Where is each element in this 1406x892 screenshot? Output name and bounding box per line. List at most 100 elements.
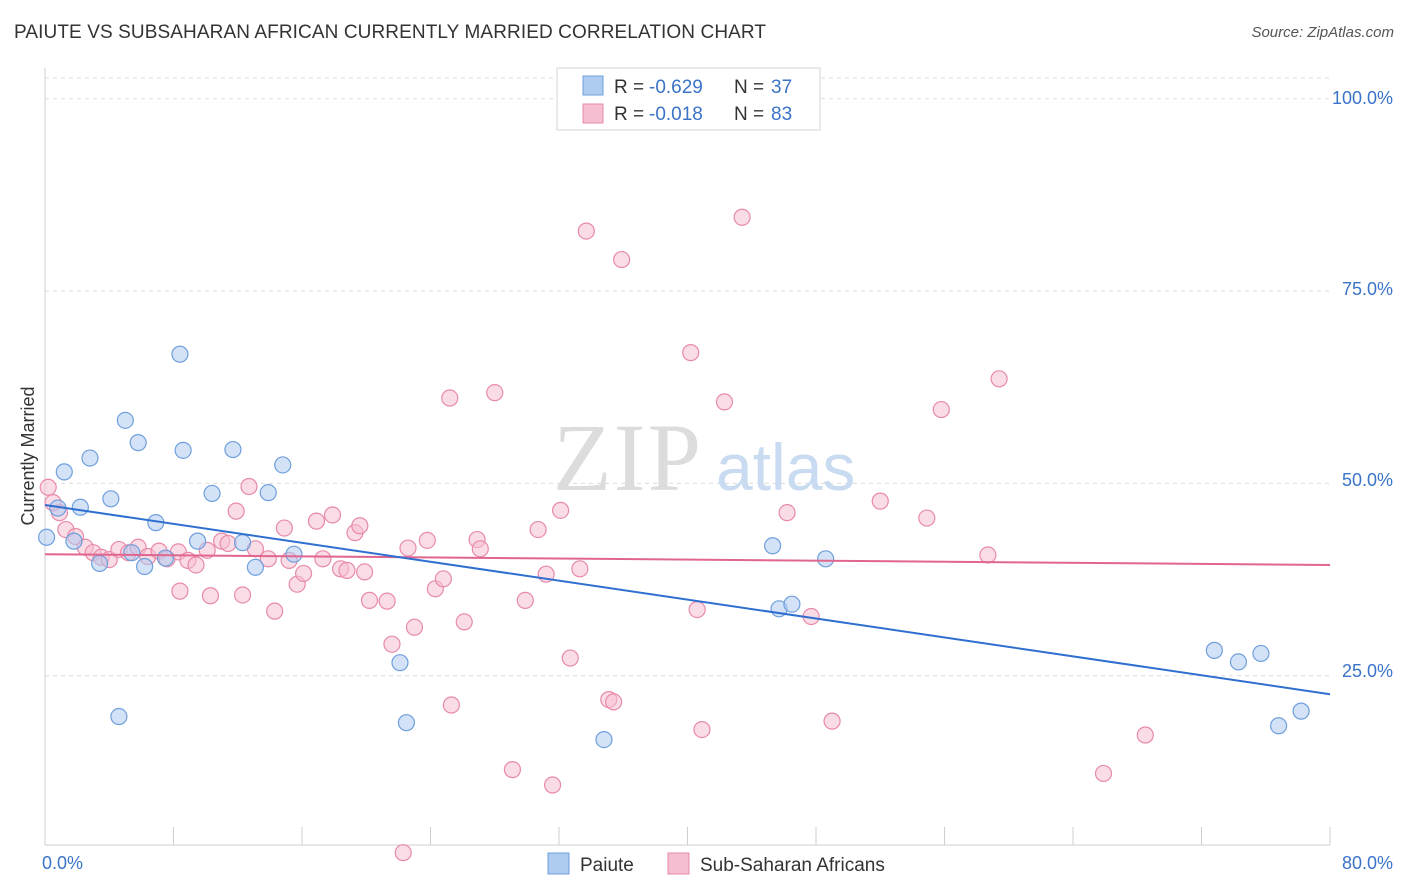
data-point: [203, 484, 221, 503]
data-point: [274, 456, 292, 474]
x-tick-label-max: 80.0%: [1342, 853, 1393, 873]
legend-r-label-paiute: R =: [614, 77, 649, 98]
data-point: [323, 506, 342, 524]
series-sub-saharan-africans: [39, 208, 1154, 862]
data-point: [219, 534, 237, 553]
data-point: [71, 498, 89, 516]
data-point: [1205, 641, 1223, 659]
data-point: [38, 528, 56, 546]
data-point: [156, 549, 175, 567]
legend-swatch-sub-saharan-africans: [582, 103, 604, 124]
data-point: [39, 478, 57, 496]
legend-n-label-paiute: N =: [734, 77, 769, 98]
data-point: [240, 477, 258, 496]
data-point: [613, 250, 631, 269]
data-point: [224, 440, 242, 459]
bottom-legend-label-sub-saharan-africans: Sub-Saharan Africans: [700, 855, 885, 876]
data-point: [378, 592, 396, 610]
data-point: [715, 393, 734, 411]
data-point: [338, 561, 356, 579]
data-point: [91, 554, 109, 573]
data-point: [356, 563, 374, 581]
data-point: [405, 618, 424, 636]
data-point: [65, 532, 83, 550]
legend: R = -0.629 N = 37 R = -0.018 N = 83: [556, 67, 821, 131]
data-point: [979, 546, 997, 564]
data-point: [434, 570, 452, 588]
data-point: [259, 550, 277, 568]
y-tick-labels: 100.0% 75.0% 50.0% 25.0%: [1332, 88, 1393, 681]
data-point: [1136, 726, 1154, 744]
data-point: [577, 222, 595, 240]
data-point: [233, 586, 252, 604]
data-point: [1252, 644, 1270, 663]
data-point: [188, 532, 207, 550]
data-point: [81, 449, 99, 467]
data-point: [295, 564, 313, 583]
data-point: [174, 441, 192, 459]
data-point: [990, 370, 1008, 388]
data-point: [595, 731, 613, 749]
data-point: [571, 560, 589, 578]
watermark-zip: ZIP: [553, 404, 703, 511]
x-axis-ticks: [44, 827, 1331, 845]
data-point: [1269, 717, 1288, 735]
data-point: [688, 600, 706, 619]
data-point: [764, 537, 782, 555]
legend-n-label-sub-saharan-africans: N =: [734, 104, 769, 125]
legend-r-value-sub-saharan-africans: -0.018: [649, 104, 703, 125]
data-point: [360, 591, 379, 609]
data-point: [418, 531, 436, 549]
legend-swatch-paiute: [582, 75, 604, 96]
legend-r-value-paiute: -0.629: [649, 77, 703, 98]
data-point: [116, 411, 134, 429]
bottom-legend-swatch-paiute: [547, 852, 570, 875]
data-point: [307, 512, 326, 530]
data-point: [823, 712, 841, 730]
data-point: [399, 539, 417, 557]
data-point: [351, 517, 369, 535]
data-point: [682, 344, 700, 362]
x-tick-label-min: 0.0%: [42, 853, 83, 873]
data-point: [246, 558, 265, 576]
data-point: [455, 613, 473, 631]
data-point: [561, 649, 579, 667]
data-point: [233, 534, 252, 552]
y-tick-label-25: 25.0%: [1342, 661, 1393, 681]
gridlines: [45, 77, 1330, 677]
y-tick-label-75: 75.0%: [1342, 279, 1393, 299]
legend-n-value-sub-saharan-africans: 83: [771, 104, 792, 125]
series-paiute: [38, 345, 1310, 749]
bottom-legend: Paiute Sub-Saharan Africans: [547, 852, 885, 876]
data-point: [552, 501, 570, 519]
data-point: [391, 654, 409, 672]
data-point: [266, 602, 284, 620]
data-point: [817, 550, 835, 568]
bottom-legend-swatch-sub-saharan-africans: [667, 852, 690, 875]
chart-title: PAIUTE VS SUBSAHARAN AFRICAN CURRENTLY M…: [14, 22, 767, 43]
bottom-legend-label-paiute: Paiute: [580, 855, 634, 876]
data-point: [516, 591, 534, 609]
trend-line-paiute: [44, 503, 1331, 696]
data-point: [503, 761, 522, 779]
data-point: [1292, 702, 1310, 720]
data-point: [275, 519, 293, 537]
watermark: ZIP atlas: [553, 404, 855, 511]
y-axis-label: Currently Married: [18, 386, 38, 525]
data-point: [529, 520, 547, 539]
legend-r-label-sub-saharan-africans: R =: [614, 104, 649, 125]
data-point: [733, 208, 751, 226]
data-point: [201, 587, 220, 605]
legend-n-value-paiute: 37: [771, 77, 792, 98]
data-point: [543, 776, 562, 794]
data-point: [110, 707, 128, 726]
data-point: [55, 463, 73, 481]
data-point: [394, 844, 412, 862]
y-tick-label-50: 50.0%: [1342, 470, 1393, 490]
data-point: [1094, 764, 1113, 783]
data-point: [693, 721, 711, 739]
data-point: [471, 540, 489, 558]
data-point: [1229, 653, 1248, 671]
data-point: [171, 345, 189, 363]
